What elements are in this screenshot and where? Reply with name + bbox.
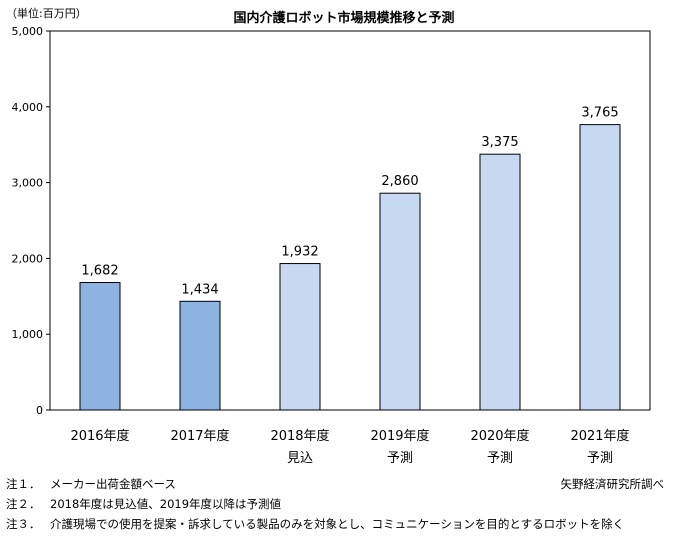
x-tick-label-3: 2018年度	[270, 428, 329, 444]
bar-6	[579, 124, 621, 411]
x-tick-sublabel-6: 予測	[587, 451, 613, 466]
value-label-2: 1,434	[181, 282, 218, 297]
y-tick-label: 0	[36, 404, 43, 417]
unit-label: （単位:百万円）	[6, 6, 87, 20]
y-tick-label: 4,000	[12, 101, 44, 114]
note-1: 注１． メーカー出荷金額ベース	[6, 476, 176, 492]
note-2-label: 注２．	[6, 497, 41, 511]
note-2-text: 2018年度は見込値、2019年度以降は予測値	[50, 497, 282, 511]
note-3: 注３． 介護現場での使用を提案・訴求している製品のみを対象とし、コミュニケーション…	[6, 516, 624, 532]
note-3-text: 介護現場での使用を提案・訴求している製品のみを対象とし、コミュニケーションを目的…	[50, 517, 625, 531]
value-label-6: 3,765	[581, 106, 618, 121]
chart-title: 国内介護ロボット市場規模推移と予測	[233, 10, 454, 26]
value-label-4: 2,860	[381, 174, 418, 189]
market-size-bar-chart: 国内介護ロボット市場規模推移と予測 （単位:百万円） 0 1,000 2,000 3,…	[6, 6, 651, 466]
x-tick-label-5: 2020年度	[470, 428, 529, 444]
x-axis: 2016年度 2017年度 2018年度見込2019年度予測2020年度予測2021…	[70, 428, 629, 466]
bar-3	[279, 263, 321, 411]
note-3-label: 注３．	[6, 517, 41, 531]
value-label-3: 1,932	[281, 245, 318, 260]
value-label-1: 1,682	[81, 264, 118, 279]
value-label-5: 3,375	[481, 135, 518, 150]
bar-1	[79, 282, 121, 411]
y-tick-label: 5,000	[12, 25, 44, 38]
source-credit: 矢野経済研究所調べ	[560, 477, 665, 491]
x-tick-sublabel-5: 予測	[487, 451, 513, 466]
y-tick-label: 2,000	[12, 252, 44, 265]
x-tick-label-1: 2016年度	[70, 428, 129, 444]
bar-2	[179, 300, 221, 411]
x-tick-label-2: 2017年度	[170, 428, 229, 444]
y-axis: 0 1,000 2,000 3,000 4,000 5,000	[12, 25, 50, 417]
x-tick-sublabel-4: 予測	[387, 451, 413, 466]
note-1-label: 注１．	[6, 477, 41, 491]
bars: 1,682 1,434 1,932 2,860 3,375 3,765	[79, 106, 621, 411]
y-tick-label: 3,000	[12, 177, 44, 190]
note-1-text: メーカー出荷金額ベース	[50, 477, 176, 491]
plot-area	[49, 30, 651, 411]
x-tick-label-4: 2019年度	[370, 428, 429, 444]
bar-4	[379, 192, 421, 411]
x-tick-label-6: 2021年度	[570, 428, 629, 444]
y-tick-label: 1,000	[12, 328, 44, 341]
note-2: 注２． 2018年度は見込値、2019年度以降は予測値	[6, 496, 281, 512]
bar-5	[479, 153, 521, 411]
x-tick-sublabel-3: 見込	[287, 451, 313, 466]
